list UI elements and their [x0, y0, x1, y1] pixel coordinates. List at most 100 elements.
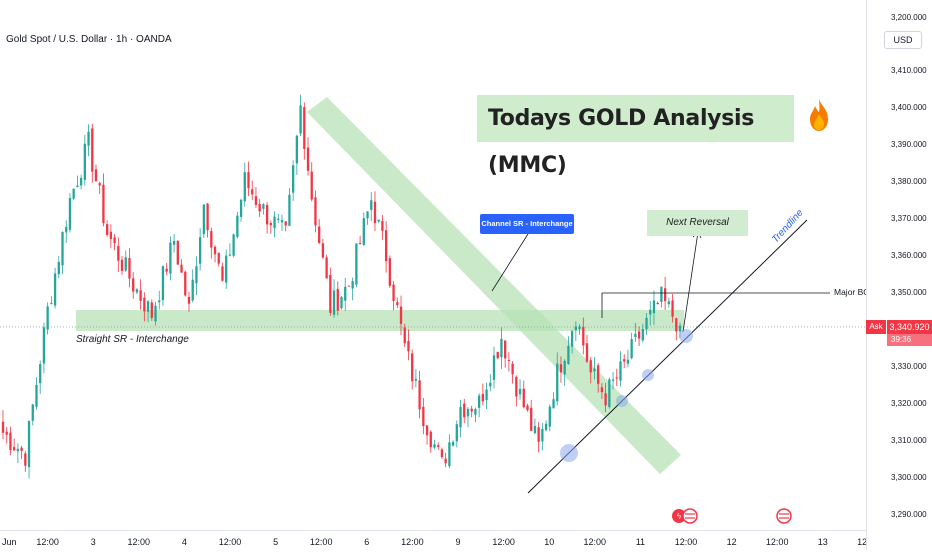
candle-body [414, 378, 418, 381]
chart-area[interactable]: ϟ [0, 0, 892, 530]
time-tick-label: 3 [91, 537, 96, 547]
flag-icon-us[interactable] [776, 508, 792, 524]
fire-icon [810, 99, 828, 131]
candle-body [187, 296, 191, 304]
touch-point-circle [616, 395, 628, 407]
flag-icon-us[interactable] [682, 508, 698, 524]
candle-body [91, 128, 94, 172]
candle-body [280, 220, 284, 223]
candle-body [318, 226, 321, 243]
time-axis[interactable]: Jun 12:00 3 12:00 4 12:00 5 12:00 6 12:00 9 12:00 10… [0, 530, 880, 551]
candle-body [35, 384, 38, 407]
price-tick-label: 3,400.000 [891, 103, 927, 112]
candle-body [637, 331, 641, 339]
candle-body [284, 221, 287, 226]
candle-body [477, 395, 481, 408]
candle-body [325, 257, 328, 279]
candle-body [150, 302, 153, 319]
candle-body [358, 243, 362, 245]
candle-body [258, 204, 261, 212]
candle-body [9, 432, 12, 450]
candlestick-chart[interactable]: ϟ [0, 0, 892, 530]
candle-body [522, 388, 525, 408]
candle-body [548, 406, 551, 427]
candle-body [277, 218, 280, 220]
candle-body [459, 407, 462, 428]
candle-body [65, 226, 68, 233]
channel-sr-zone [307, 97, 681, 474]
candle-body [165, 268, 168, 272]
candle-body [663, 288, 667, 302]
candle-body [500, 338, 503, 358]
candle-body [217, 252, 220, 264]
candle-body [667, 301, 670, 305]
candle-body [530, 407, 533, 431]
time-tick-label: 10 [544, 537, 554, 547]
candle-body [511, 363, 514, 375]
candle-body [411, 353, 414, 382]
candle-body [537, 427, 540, 442]
candle-body [169, 242, 172, 274]
candle-body [556, 363, 559, 402]
candle-body [600, 387, 604, 393]
candle-body [481, 393, 485, 402]
candle-body [433, 444, 436, 448]
candle-body [210, 231, 213, 248]
candle-body [585, 343, 589, 362]
candle-body [611, 379, 615, 381]
candle-body [1, 421, 5, 433]
candle-body [24, 453, 27, 466]
candle-body [16, 448, 20, 452]
currency-selector[interactable]: USD [884, 31, 922, 49]
price-tick-label: 3,310.000 [891, 436, 927, 445]
candle-body [117, 245, 120, 261]
candle-body [139, 290, 142, 301]
candle-body [120, 259, 124, 271]
time-tick-label: 12:00 [857, 537, 866, 547]
candle-body [407, 340, 410, 352]
price-tick-label: 3,300.000 [891, 473, 927, 482]
candle-body [213, 246, 217, 255]
candle-body [418, 380, 421, 410]
candle-body [544, 423, 548, 431]
time-tick-label: 12:00 [128, 537, 151, 547]
candle-body [370, 200, 373, 210]
candle-body [128, 258, 131, 279]
candle-body [172, 240, 176, 245]
candle-body [399, 306, 403, 324]
candle-body [340, 297, 343, 309]
candle-body [228, 254, 232, 256]
straight-sr-zone [76, 310, 684, 331]
time-axis-ticks: Jun 12:00 3 12:00 4 12:00 5 12:00 6 12:00 9 12:00 10… [2, 537, 880, 547]
candle-body [507, 360, 511, 362]
candle-body [604, 393, 607, 406]
candle-body [496, 351, 499, 359]
price-axis-ticks: 3,200.000 3,410.000 3,400.000 3,390.000 3,38… [891, 13, 927, 519]
candle-body [578, 326, 581, 329]
candle-body [76, 185, 79, 188]
candle-body [61, 232, 64, 266]
time-tick-label: 12:00 [310, 537, 333, 547]
candle-body [124, 257, 127, 271]
channel-label-arrow [491, 233, 529, 292]
channel-sr-label: Channel SR - Interchange [480, 214, 574, 234]
ask-countdown: 39:36 [887, 334, 932, 346]
candle-body [306, 147, 310, 171]
price-axis[interactable]: 3,200.000 3,410.000 3,400.000 3,390.000 3,38… [866, 0, 932, 550]
candle-body [329, 274, 332, 313]
candle-body [236, 215, 239, 238]
economic-event-icon[interactable]: ϟ [672, 509, 686, 523]
candle-body [27, 420, 31, 468]
candle-body [582, 327, 585, 346]
candle-body [146, 301, 150, 312]
candle-body [221, 266, 224, 281]
candle-body [143, 297, 146, 312]
candle-body [31, 404, 34, 421]
candle-body [526, 405, 529, 411]
candle-body [273, 216, 276, 229]
time-tick-label: 13 [818, 537, 828, 547]
touch-point-circle [560, 444, 578, 462]
candle-body [444, 458, 447, 464]
candle-body [351, 281, 354, 289]
candle-body [87, 131, 90, 146]
